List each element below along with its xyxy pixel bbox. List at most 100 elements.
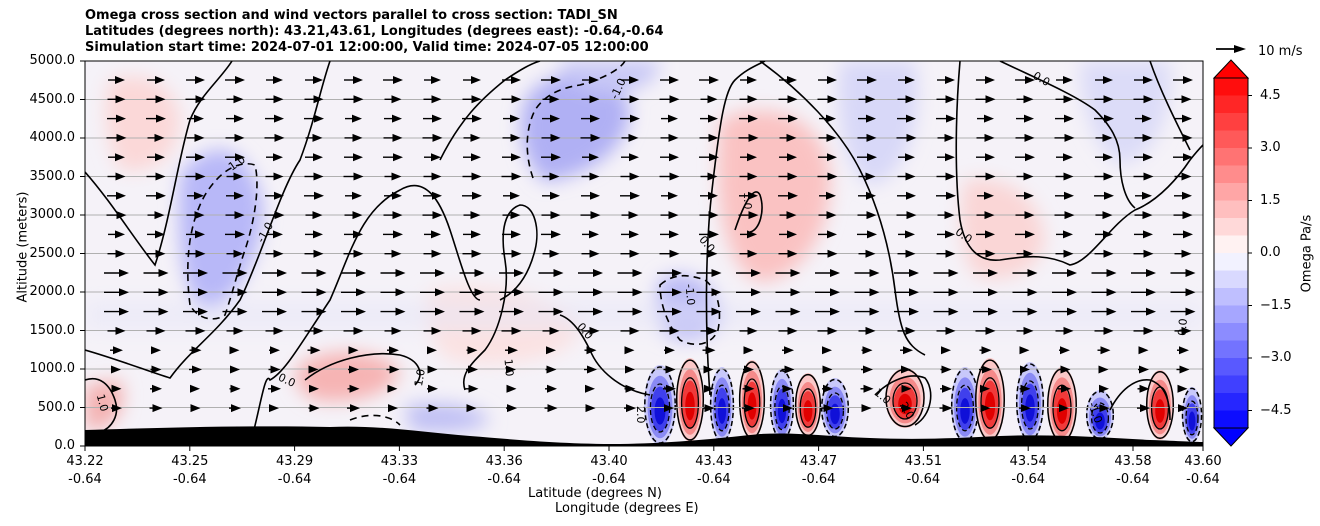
wind-vector-head <box>314 191 324 200</box>
wind-vector-head <box>156 114 166 123</box>
wind-vector-head <box>195 326 206 335</box>
wind-vector-head <box>119 288 129 297</box>
wind-vector-head <box>392 133 403 142</box>
wind-vector-head <box>1143 153 1153 162</box>
omega-cell <box>747 392 757 420</box>
wind-vector-head <box>1067 307 1077 316</box>
wind-vector-head <box>585 384 595 393</box>
wind-vector-head <box>313 95 324 104</box>
wind-vector-head <box>435 288 445 297</box>
x-tick-lon: -0.64 <box>696 472 731 487</box>
wind-vector-head <box>549 249 560 258</box>
wind-vector-head <box>747 95 758 104</box>
wind-vector-head <box>1182 133 1193 142</box>
wind-vector-head <box>192 365 202 374</box>
wind-vector-head <box>234 211 245 220</box>
wind-vector-head <box>1182 191 1192 200</box>
wind-vector-head <box>984 133 995 142</box>
cell-contour <box>1090 402 1110 434</box>
wind-vector-head <box>867 230 877 239</box>
wind-vector-head <box>1025 153 1035 162</box>
wind-vector-head <box>632 269 643 277</box>
wind-vector-head <box>1181 95 1192 104</box>
contour-label: 1.0 <box>94 393 111 413</box>
wind-vector-head <box>352 114 362 123</box>
wind-vector-head <box>632 307 643 316</box>
contour-lines <box>85 61 1203 446</box>
wind-vector-head <box>470 211 481 220</box>
wind-vector-head <box>312 133 323 142</box>
wind-vector-head <box>909 288 919 297</box>
colorbar-bin <box>1214 410 1248 429</box>
wind-vector-head <box>111 365 121 374</box>
wind-vector-head <box>672 269 682 277</box>
wind-vector-head <box>624 346 635 355</box>
x-tick-lon: -0.64 <box>277 472 312 487</box>
contour-zero-i <box>999 61 1136 209</box>
wind-vector-head <box>586 346 597 355</box>
colorbar-bin <box>1214 218 1248 236</box>
wind-vector-head <box>985 95 996 104</box>
wind-vector-head <box>1099 404 1110 413</box>
wind-vector-head <box>119 269 129 277</box>
wind-vector-head <box>316 288 327 297</box>
wind-vector-head <box>1098 365 1109 374</box>
wind-vector-head <box>1106 269 1117 277</box>
wind-vector-head <box>471 76 481 84</box>
contour-zero-f <box>705 61 766 396</box>
x-tick-lat: 43.36 <box>485 454 523 469</box>
wind-vector-head <box>865 249 876 258</box>
wind-vector-head <box>704 384 714 393</box>
wind-vector-head <box>152 404 163 413</box>
wind-vector-head <box>237 288 248 297</box>
wind-vector-head <box>313 172 324 181</box>
wind-vector-head <box>392 114 402 123</box>
wind-vector-head <box>115 76 125 84</box>
wind-vector-head <box>119 307 129 316</box>
wind-vector-head <box>869 307 880 316</box>
wind-vector-head <box>230 384 241 393</box>
wind-vector-head <box>901 384 912 393</box>
wind-vector-head <box>316 307 327 316</box>
wind-vector-head <box>1143 326 1154 335</box>
wind-vector-head <box>233 172 244 181</box>
wind-vector-head <box>116 191 126 200</box>
wind-vector-head <box>1185 269 1196 277</box>
wind-vector-head <box>550 191 560 200</box>
wind-vector-head <box>905 172 916 181</box>
x-tick-lon: -0.64 <box>906 472 941 487</box>
wind-vector-head <box>589 326 600 335</box>
wind-vector-head <box>668 133 679 142</box>
wind-vector-head <box>431 230 441 239</box>
wind-vector-head <box>230 365 240 374</box>
wind-vector-head <box>1063 230 1073 239</box>
wind-vector-head <box>707 326 718 335</box>
wind-vector-head <box>229 346 240 355</box>
wind-vector-head <box>506 365 516 374</box>
cell-contour <box>675 359 705 441</box>
cell-contour <box>1185 400 1199 436</box>
wind-vector-head <box>1023 249 1034 258</box>
wind-vector-head <box>116 114 126 123</box>
wind-vector-head <box>195 76 205 84</box>
wind-vector-head <box>1140 404 1150 413</box>
chart-title-line1: Omega cross section and wind vectors par… <box>85 8 618 23</box>
wind-vector-head <box>589 249 600 258</box>
wind-vector-head <box>903 346 913 355</box>
wind-vector-head <box>672 288 682 297</box>
wind-vector-head <box>155 326 166 335</box>
wind-vector-head <box>708 211 719 220</box>
wind-vector-head <box>389 346 399 355</box>
wind-vector-head <box>1063 95 1074 104</box>
cell-contour <box>980 377 1000 429</box>
x-tick-label: 43.22 -0.64 <box>45 453 125 489</box>
wind-vector-head <box>905 95 916 104</box>
x-tick-lat: 43.43 <box>695 454 733 469</box>
wind-vector-head <box>277 269 287 277</box>
wind-vector-head <box>154 133 165 142</box>
x-tick-lat: 43.47 <box>799 454 838 469</box>
wind-vector-head <box>980 384 990 393</box>
wind-vector-head <box>116 211 127 220</box>
wind-vector-head <box>747 153 757 162</box>
wind-vector-head <box>787 326 798 335</box>
